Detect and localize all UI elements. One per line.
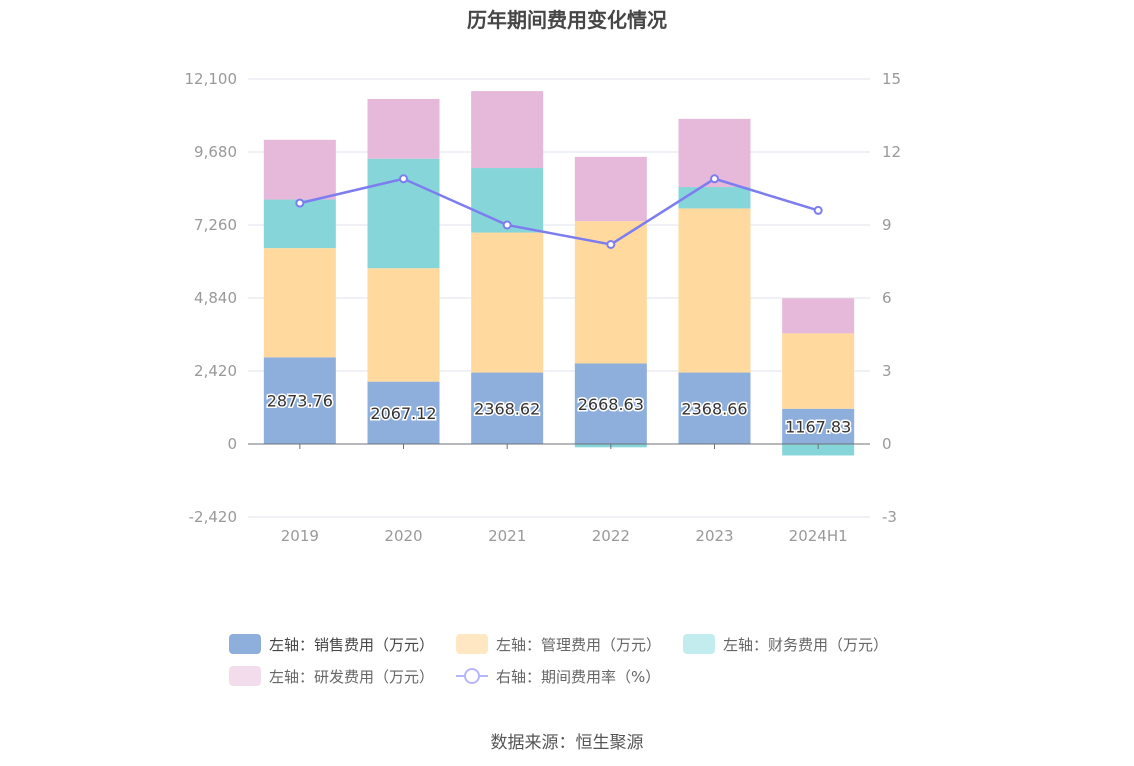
legend-label-finance: 左轴：财务费用（万元）	[723, 635, 889, 654]
bar-rd	[471, 91, 544, 169]
left-tick-label: -2,420	[189, 508, 237, 526]
chart-title: 历年期间费用变化情况	[467, 8, 667, 32]
bar-sales	[367, 381, 440, 444]
bar-finance	[263, 199, 336, 249]
legend-label-admin: 左轴：管理费用（万元）	[496, 635, 662, 654]
sales-data-label: 2368.66	[681, 399, 747, 418]
sales-data-label: 2067.12	[370, 404, 436, 423]
left-tick-label: 0	[227, 435, 237, 453]
bar-admin	[678, 208, 751, 373]
rate-line-path	[299, 177, 819, 246]
legend-item-rate[interactable]: 右轴：期间费用率（%）	[456, 666, 660, 687]
legend-item-finance[interactable]: 左轴：财务费用（万元）	[683, 634, 888, 655]
bar-admin	[782, 333, 855, 409]
sales-data-label: 2368.62	[474, 399, 540, 418]
legend: 左轴：销售费用（万元） 左轴：管理费用（万元） 左轴：财务费用（万元） 左轴：研…	[229, 628, 929, 692]
bar-sales	[263, 357, 336, 444]
rate-point	[606, 239, 616, 249]
rate-point	[295, 198, 305, 208]
right-tick-label: 0	[882, 435, 892, 453]
rate-point	[502, 220, 512, 230]
category-labels: 2019 2020 2021 2022 2023 2024H1	[281, 527, 848, 545]
left-tick-label: 2,420	[194, 362, 237, 380]
legend-label-sales: 左轴：销售费用（万元）	[269, 635, 435, 654]
legend-swatch-rd	[229, 666, 261, 686]
legend-swatch-admin	[456, 634, 489, 654]
right-axis-ticks: -3 0 3 6 9 12 15	[882, 70, 901, 526]
right-tick-label: 15	[882, 70, 901, 88]
rate-line	[295, 174, 823, 249]
bars	[263, 91, 855, 456]
legend-item-rd[interactable]: 左轴：研发费用（万元）	[229, 666, 434, 687]
bar-sales	[574, 363, 647, 444]
bar-sales	[471, 372, 544, 444]
bar-rd	[367, 98, 440, 159]
left-tick-label: 9,680	[194, 143, 237, 161]
data-source: 数据来源：恒生聚源	[490, 733, 644, 753]
bar-sales	[678, 372, 751, 444]
right-tick-label: -3	[882, 508, 897, 526]
category-label: 2019	[281, 527, 319, 545]
right-tick-label: 6	[882, 289, 892, 307]
rate-point	[813, 205, 823, 215]
x-axis-baseline	[248, 443, 870, 449]
left-tick-label: 4,840	[194, 289, 237, 307]
right-tick-label: 9	[882, 216, 892, 234]
bar-finance	[782, 444, 855, 456]
bar-sales	[782, 408, 855, 444]
grid-lines	[248, 78, 870, 518]
category-label: 2021	[488, 527, 526, 545]
bar-rd	[782, 298, 855, 334]
bar-rd	[263, 139, 336, 200]
sales-data-label: 1167.83	[785, 417, 851, 436]
category-label: 2022	[592, 527, 630, 545]
legend-item-admin[interactable]: 左轴：管理费用（万元）	[456, 634, 661, 655]
right-tick-label: 3	[882, 362, 892, 380]
left-axis-ticks: -2,420 0 2,420 4,840 7,260 9,680 12,100	[185, 70, 238, 526]
bar-finance	[678, 187, 751, 209]
data-labels: 2873.76 2067.12 2368.62 2668.63 2368.66 1167.…	[265, 390, 853, 438]
category-label: 2023	[695, 527, 733, 545]
bar-admin	[471, 232, 544, 373]
bar-rd	[574, 156, 647, 222]
category-label: 2024H1	[789, 527, 848, 545]
rate-point	[710, 174, 719, 184]
category-label: 2020	[384, 527, 422, 545]
legend-label-rd: 左轴：研发费用（万元）	[269, 667, 435, 686]
legend-swatch-sales	[229, 634, 261, 654]
sales-data-label: 2668.63	[578, 395, 644, 414]
rate-point	[399, 174, 408, 184]
legend-label-rate: 右轴：期间费用率（%）	[496, 667, 661, 686]
legend-swatch-finance	[683, 634, 716, 654]
sales-data-label: 2873.76	[267, 392, 333, 411]
legend-item-sales[interactable]: 左轴：销售费用（万元）	[229, 634, 434, 655]
legend-swatch-rate-icon	[456, 666, 489, 686]
stacked-bar-line-chart: -2,420 0 2,420 4,840 7,260 9,680 12,100 -3 0 3 6 9…	[185, 70, 902, 545]
left-tick-label: 7,260	[194, 216, 237, 234]
left-tick-label: 12,100	[185, 70, 238, 88]
bar-admin	[367, 268, 440, 382]
right-tick-label: 12	[882, 143, 901, 161]
bar-admin	[263, 248, 336, 358]
